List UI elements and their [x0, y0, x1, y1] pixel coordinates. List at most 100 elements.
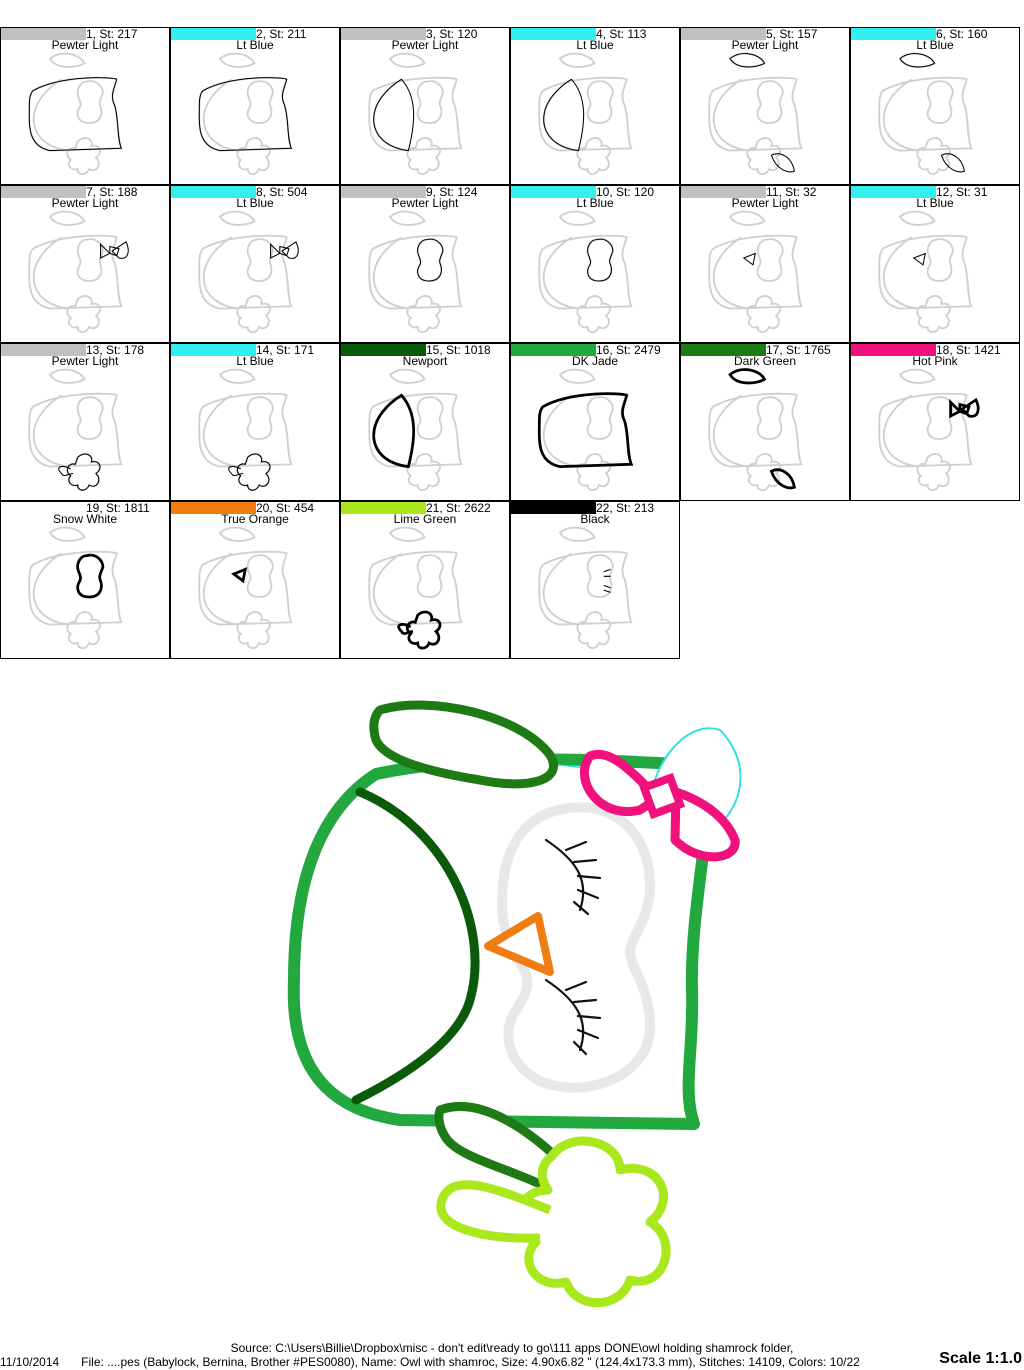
- stop-thumbnail: [28, 210, 129, 334]
- stop-thumbnail: [708, 52, 803, 176]
- stop-thumbnail: [28, 52, 123, 176]
- stop-number: 6, St: 160: [936, 27, 988, 41]
- color-stop-cell: 19, St: 1811 Snow White: [0, 501, 170, 659]
- color-swatch-bar: [171, 344, 256, 356]
- color-stop-cell: 6, St: 160 Lt Blue: [850, 27, 1020, 185]
- thread-color-name: Pewter Light: [391, 196, 459, 210]
- stop-number: 1, St: 217: [86, 27, 138, 41]
- thread-color-name: Pewter Light: [731, 38, 799, 52]
- color-stop-cell: 14, St: 171 Lt Blue: [170, 343, 340, 501]
- color-swatch-bar: [681, 186, 766, 198]
- color-swatch-bar: [341, 344, 426, 356]
- thread-color-name: Lt Blue: [236, 354, 274, 368]
- stop-number: 8, St: 504: [256, 185, 308, 199]
- stop-thumbnail: [878, 210, 973, 334]
- stop-number: 12, St: 31: [936, 185, 988, 199]
- color-swatch-bar: [341, 28, 426, 40]
- footer-source: Source: C:\Users\Billie\Dropbox\misc - d…: [230, 1341, 794, 1355]
- color-swatch-bar: [851, 28, 936, 40]
- thread-color-name: Lt Blue: [236, 196, 274, 210]
- stop-thumbnail: [538, 52, 633, 176]
- stop-number: 19, St: 1811: [86, 501, 150, 515]
- color-stop-cell: 7, St: 188 Pewter Light: [0, 185, 170, 343]
- stop-thumbnail: [537, 368, 634, 492]
- color-swatch-bar: [681, 28, 766, 40]
- stop-thumbnail: [28, 368, 123, 492]
- stop-number: 22, St: 213: [596, 501, 655, 515]
- owl-bow: [580, 727, 742, 862]
- footer-date: 11/10/2014: [0, 1355, 60, 1369]
- color-stop-cell: 18, St: 1421 Hot Pink: [850, 343, 1020, 501]
- color-swatch-bar: [171, 28, 256, 40]
- color-stop-cell: 13, St: 178 Pewter Light: [0, 343, 170, 501]
- thread-color-name: Lime Green: [393, 512, 457, 526]
- stop-thumbnail: [538, 526, 633, 650]
- thread-color-name: Lt Blue: [576, 196, 614, 210]
- stop-number: 13, St: 178: [86, 343, 145, 357]
- color-stop-cell: 16, St: 2479 DK Jade: [510, 343, 680, 501]
- color-stop-cell: 2, St: 211 Lt Blue: [170, 27, 340, 185]
- stop-thumbnail: [198, 52, 293, 176]
- color-swatch-bar: [681, 344, 766, 356]
- color-swatch-bar: [171, 502, 256, 514]
- stop-thumbnail: [368, 368, 463, 492]
- stop-thumbnail: [878, 368, 980, 492]
- color-swatch-bar: [511, 28, 596, 40]
- color-stop-cell: 8, St: 504 Lt Blue: [170, 185, 340, 343]
- stop-number: 18, St: 1421: [936, 343, 1001, 357]
- color-swatch-bar: [511, 186, 596, 198]
- stop-number: 14, St: 171: [256, 343, 315, 357]
- stop-number: 10, St: 120: [596, 185, 655, 199]
- owl-wing-arc: [351, 787, 480, 1105]
- color-swatch-bar: [1, 186, 86, 198]
- thread-color-name: True Orange: [221, 512, 289, 526]
- stop-number: 5, St: 157: [766, 27, 818, 41]
- stop-number: 20, St: 454: [256, 501, 315, 515]
- color-stop-cell: 10, St: 120 Lt Blue: [510, 185, 680, 343]
- thread-color-name: Pewter Light: [391, 38, 459, 52]
- owl-beak: [484, 912, 554, 976]
- thread-color-name: Pewter Light: [51, 38, 119, 52]
- owl-shamrock: [436, 1136, 671, 1308]
- owl-eye-patch: [496, 802, 656, 1093]
- stop-number: 21, St: 2622: [426, 501, 491, 515]
- color-swatch-bar: [341, 502, 426, 514]
- color-swatch-bar: [851, 344, 936, 356]
- stop-thumbnail: [708, 210, 803, 334]
- owl-leaf-top: [369, 700, 558, 789]
- stop-number: 2, St: 211: [256, 27, 307, 41]
- thread-color-name: Pewter Light: [731, 196, 799, 210]
- thread-color-name: Snow White: [52, 512, 118, 526]
- stop-number: 4, St: 113: [596, 27, 647, 41]
- footer-file-info: 11/10/2014 File: ....pes (Babylock, Berni…: [0, 1355, 860, 1369]
- color-stop-cell: 11, St: 32 Pewter Light: [680, 185, 850, 343]
- color-stop-cell: 17, St: 1765 Dark Green: [680, 343, 850, 501]
- stop-thumbnail: [198, 210, 299, 334]
- thread-color-name: DK Jade: [571, 354, 619, 368]
- color-stop-cell: 4, St: 113 Lt Blue: [510, 27, 680, 185]
- stop-thumbnail: [538, 210, 633, 334]
- color-swatch-bar: [171, 186, 256, 198]
- color-stop-cell: 1, St: 217 Pewter Light: [0, 27, 170, 185]
- thread-color-name: Dark Green: [733, 354, 797, 368]
- stop-thumbnail: [368, 210, 463, 334]
- color-stop-cell: 20, St: 454 True Orange: [170, 501, 340, 659]
- stop-number: 7, St: 188: [86, 185, 138, 199]
- color-swatch-bar: [511, 344, 596, 356]
- stop-number: 17, St: 1765: [766, 343, 831, 357]
- stop-thumbnail: [198, 526, 293, 650]
- thread-color-name: Pewter Light: [51, 196, 119, 210]
- stop-number: 9, St: 124: [426, 185, 478, 199]
- color-stop-cell: 21, St: 2622 Lime Green: [340, 501, 510, 659]
- color-swatch-bar: [851, 186, 936, 198]
- stop-thumbnail: [708, 368, 803, 492]
- footer-file: File: ....pes (Babylock, Bernina, Brothe…: [81, 1355, 860, 1369]
- color-stop-cell: 3, St: 120 Pewter Light: [340, 27, 510, 185]
- color-swatch-bar: [1, 344, 86, 356]
- thread-color-name: Newport: [402, 354, 448, 368]
- color-stop-cell: 12, St: 31 Lt Blue: [850, 185, 1020, 343]
- color-swatch-bar: [1, 502, 86, 514]
- color-swatch-bar: [1, 28, 86, 40]
- thread-color-name: Lt Blue: [916, 196, 954, 210]
- thread-color-name: Black: [580, 512, 610, 526]
